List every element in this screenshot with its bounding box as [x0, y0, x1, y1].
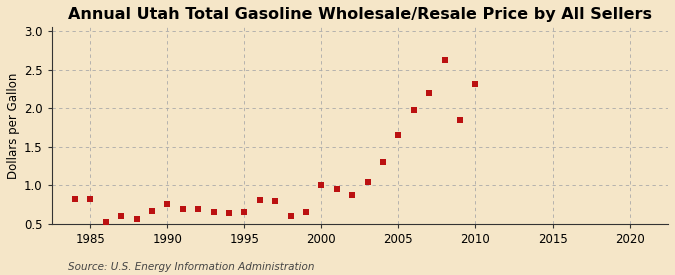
Point — [239, 210, 250, 214]
Point — [439, 57, 450, 62]
Point — [146, 209, 157, 213]
Text: Source: U.S. Energy Information Administration: Source: U.S. Energy Information Administ… — [68, 262, 314, 272]
Point — [178, 207, 188, 211]
Point — [162, 202, 173, 206]
Point — [377, 159, 388, 164]
Point — [70, 196, 80, 201]
Point — [408, 108, 419, 112]
Point — [331, 187, 342, 191]
Y-axis label: Dollars per Gallon: Dollars per Gallon — [7, 73, 20, 179]
Title: Annual Utah Total Gasoline Wholesale/Resale Price by All Sellers: Annual Utah Total Gasoline Wholesale/Res… — [68, 7, 652, 22]
Point — [223, 211, 234, 215]
Point — [101, 220, 111, 225]
Point — [424, 91, 435, 95]
Point — [285, 213, 296, 218]
Point — [470, 81, 481, 86]
Point — [300, 210, 311, 214]
Point — [193, 207, 204, 211]
Point — [85, 197, 96, 202]
Point — [115, 214, 126, 219]
Point — [393, 133, 404, 138]
Point — [455, 118, 466, 122]
Point — [316, 183, 327, 187]
Point — [347, 192, 358, 197]
Point — [131, 216, 142, 221]
Point — [270, 199, 281, 203]
Point — [254, 198, 265, 202]
Point — [208, 210, 219, 214]
Point — [362, 179, 373, 184]
